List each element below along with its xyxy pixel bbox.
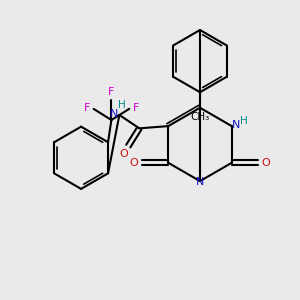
Text: O: O bbox=[119, 149, 128, 159]
Text: CH₃: CH₃ bbox=[190, 112, 210, 122]
Text: N: N bbox=[196, 177, 204, 187]
Text: N: N bbox=[110, 109, 118, 119]
Text: O: O bbox=[262, 158, 271, 168]
Text: F: F bbox=[133, 103, 139, 113]
Text: O: O bbox=[129, 158, 138, 168]
Text: N: N bbox=[232, 120, 240, 130]
Text: H: H bbox=[118, 100, 125, 110]
Text: F: F bbox=[84, 103, 90, 113]
Text: F: F bbox=[108, 87, 115, 97]
Text: H: H bbox=[240, 116, 248, 126]
